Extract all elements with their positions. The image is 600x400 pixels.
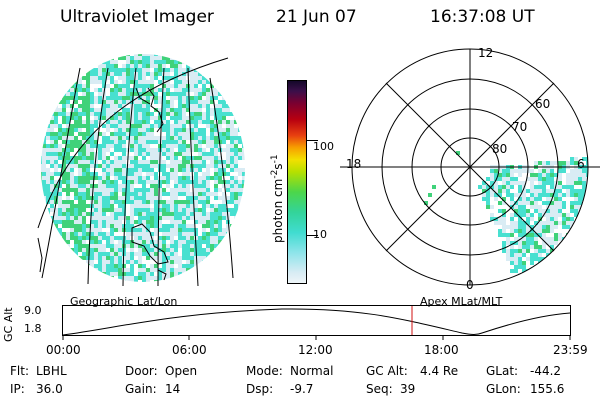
altitude-curve xyxy=(62,308,571,336)
instrument-title: Ultraviolet Imager xyxy=(60,7,214,27)
glon-label: GLon: xyxy=(486,382,521,396)
dsp-value: -9.7 xyxy=(290,382,314,396)
altitude-plot xyxy=(62,305,571,340)
flt-value: LBHL xyxy=(36,364,67,378)
altitude-ylabel: GC Alt xyxy=(2,307,15,342)
ip-label: IP: xyxy=(10,382,25,396)
graticule xyxy=(37,57,234,287)
coastline xyxy=(37,87,169,281)
seq-label: Seq: xyxy=(366,382,393,396)
glat-label: GLat: xyxy=(486,364,519,378)
door-value: Open xyxy=(165,364,198,378)
altitude-ytick-low: 1.8 xyxy=(24,322,42,335)
mlt-label-6: 6 xyxy=(577,157,585,171)
geographic-label: Geographic Lat/Lon xyxy=(70,295,178,308)
glat-value: -44.2 xyxy=(530,364,562,378)
altitude-ytick-high: 9.0 xyxy=(24,304,42,317)
mlat-label-70: 70 xyxy=(512,120,528,134)
mlt-label-0: 0 xyxy=(466,278,474,292)
door-label: Door: xyxy=(125,364,158,378)
gcalt-value: 4.4 Re xyxy=(420,364,459,378)
xtick-0600: 06:00 xyxy=(172,343,207,357)
ip-value: 36.0 xyxy=(36,382,63,396)
mode-value: Normal xyxy=(290,364,334,378)
gcalt-label: GC Alt: xyxy=(366,364,408,378)
geographic-image xyxy=(37,54,245,287)
colorbar xyxy=(287,80,307,284)
glon-value: 155.6 xyxy=(530,382,565,396)
gain-label: Gain: xyxy=(125,382,157,396)
seq-value: 39 xyxy=(400,382,416,396)
colorbar-unit-label: photon cm-2s-1 xyxy=(270,154,285,243)
colorbar-tick-label-100: 100 xyxy=(313,140,334,153)
gain-value: 14 xyxy=(165,382,181,396)
mlat-label-60: 60 xyxy=(535,97,551,111)
colorbar-tick-10 xyxy=(306,235,318,236)
dsp-label: Dsp: xyxy=(246,382,274,396)
mode-label: Mode: xyxy=(246,364,283,378)
xtick-1800: 18:00 xyxy=(424,343,459,357)
mlt-label-18: 18 xyxy=(346,157,362,171)
apex-polar-plot xyxy=(340,48,600,286)
observation-time: 16:37:08 UT xyxy=(430,7,535,27)
xtick-1200: 12:00 xyxy=(298,343,333,357)
observation-date: 21 Jun 07 xyxy=(276,7,357,27)
mlt-label-12: 12 xyxy=(478,46,494,60)
colorbar-tick-100 xyxy=(306,140,318,141)
apex-label: Apex MLat/MLT xyxy=(420,295,503,308)
polar-grid xyxy=(340,48,600,286)
xtick-0000: 00:00 xyxy=(46,343,81,357)
colorbar-tick-label-10: 10 xyxy=(313,228,327,241)
mlat-label-80: 80 xyxy=(492,142,508,156)
flt-label: Flt: xyxy=(10,364,29,378)
xtick-2359: 23:59 xyxy=(553,343,588,357)
